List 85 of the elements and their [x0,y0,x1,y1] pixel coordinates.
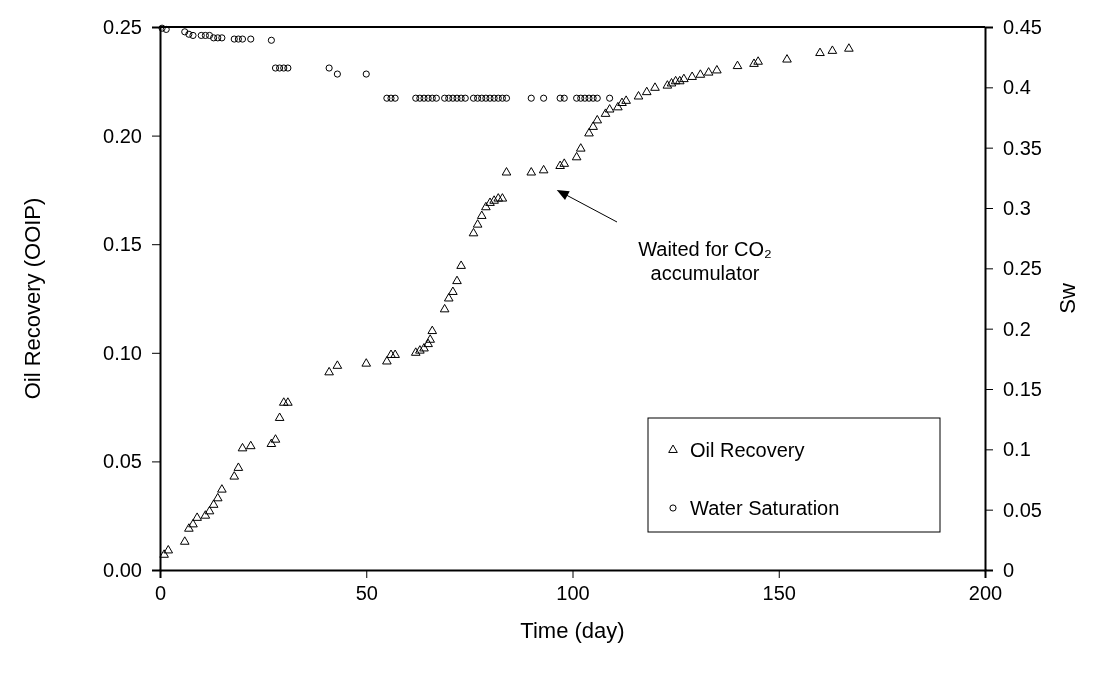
point [412,94,420,102]
point [441,94,449,102]
point [238,35,247,43]
point [457,94,465,102]
point [280,64,288,72]
point [205,31,214,40]
y2-tick-label: 0.25 [1003,257,1042,280]
point [210,34,218,42]
y2-tick-label: 0.1 [1003,438,1031,461]
point [383,94,391,102]
y2-tick-label: 0.15 [1003,377,1042,400]
point [271,64,280,72]
point [606,94,614,102]
point [461,94,469,102]
point [267,36,275,44]
point [478,94,486,102]
point [420,94,428,102]
point [247,35,255,43]
x-tick-label: 0 [154,582,167,605]
point [416,94,424,102]
y-axis-title: Oil Recovery (OOIP) [20,197,45,400]
point [556,94,564,102]
y2-tick-label: 0.45 [1003,15,1042,38]
y-tick-label: 0.00 [103,558,142,581]
point [577,94,585,102]
y2-tick-label: 0.05 [1003,498,1042,521]
x-tick-label: 200 [968,582,1003,605]
point [218,34,226,42]
point [189,31,197,40]
legend-label: Water Saturation [690,497,840,519]
point [325,64,333,72]
y2-axis-title: Sw [1055,283,1080,314]
point [158,24,166,32]
point [362,70,370,78]
point [474,94,482,102]
y2-tick-label: 0.3 [1003,196,1031,219]
point [391,94,399,102]
legend-label: Oil Recovery [690,439,805,461]
y2-tick-label: 0 [1003,558,1015,581]
point [428,94,436,102]
point [540,94,548,102]
point [527,94,535,102]
point [486,94,494,102]
y2-tick-label: 0.4 [1003,76,1031,99]
point [585,94,593,102]
point [424,94,432,102]
point [185,30,193,38]
x-tick-label: 150 [762,582,796,605]
x-tick-label: 50 [355,582,378,605]
y-tick-label: 0.20 [103,124,142,147]
point [593,94,601,102]
point [333,70,341,78]
point [445,94,453,102]
point [162,25,170,33]
point [589,94,597,102]
point [276,64,284,72]
point [449,94,457,102]
y-tick-label: 0.05 [103,450,142,473]
point [482,94,490,102]
point [201,31,209,40]
point [502,94,511,102]
y-tick-label: 0.10 [103,341,142,364]
point [197,31,205,40]
y-tick-label: 0.25 [103,15,142,38]
y2-tick-label: 0.2 [1003,317,1031,340]
point [230,35,238,43]
point [181,28,189,36]
point [490,94,498,102]
point [560,94,568,102]
point [494,94,502,102]
x-tick-label: 100 [556,582,590,605]
point [453,94,461,102]
y2-tick-label: 0.35 [1003,136,1042,159]
point [469,94,478,102]
point [214,34,222,42]
point [387,94,395,102]
point [573,94,581,102]
point [234,35,242,43]
y-tick-label: 0.15 [103,233,142,256]
point [581,94,589,102]
point [432,94,440,102]
x-axis-title: Time (day) [520,618,625,643]
point [498,94,506,102]
point [284,64,292,72]
annotation: Waited for CO₂ accumulator [638,238,772,284]
